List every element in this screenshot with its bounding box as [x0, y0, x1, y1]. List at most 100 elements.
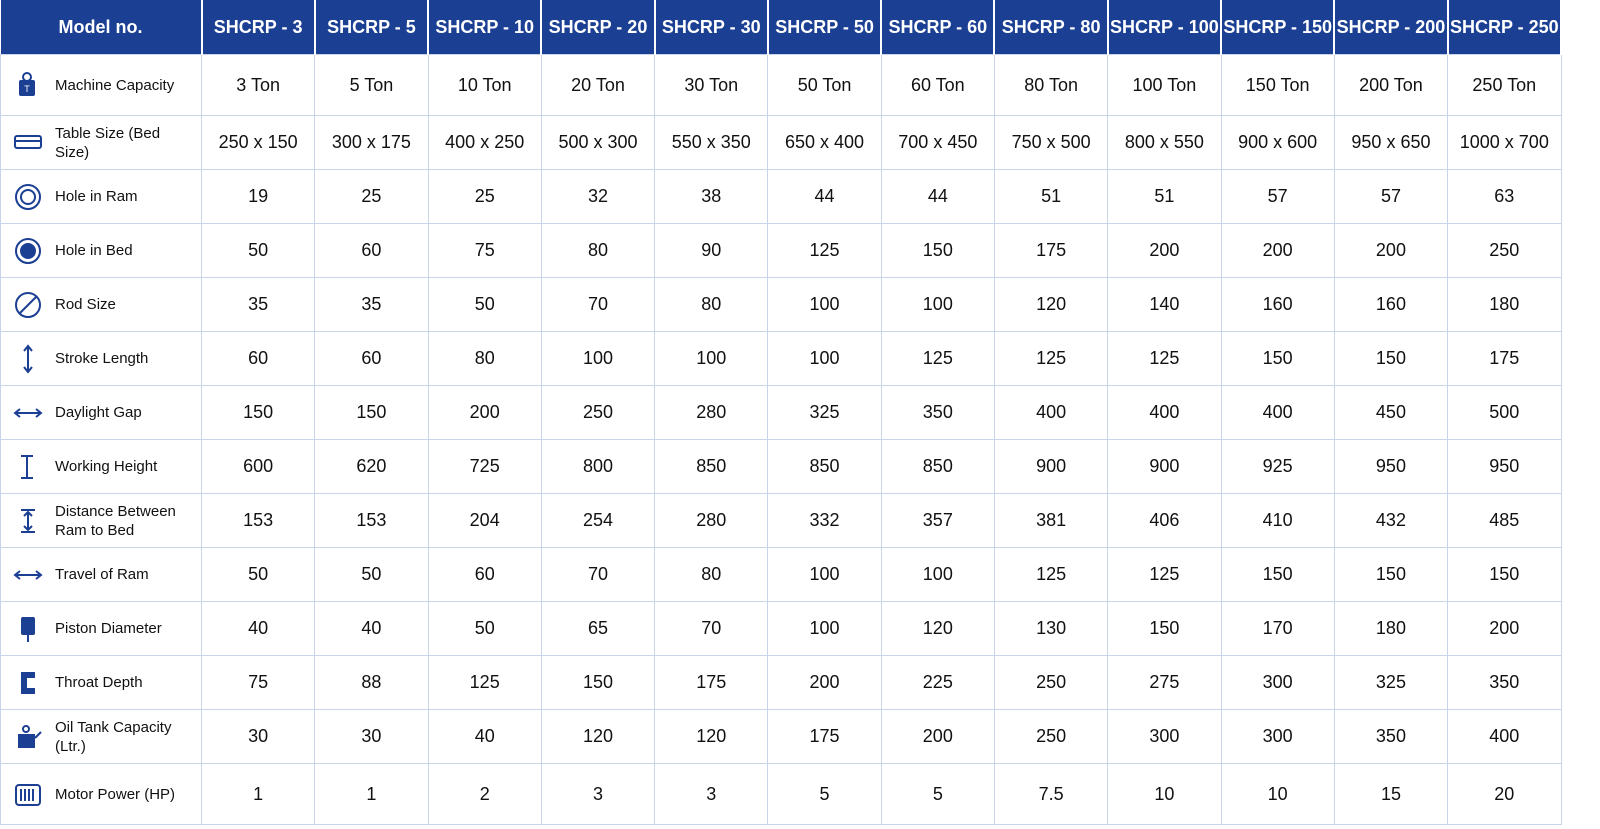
- value-cell: 175: [993, 223, 1109, 278]
- value-cell: 65: [540, 601, 656, 656]
- row-label-text: Stroke Length: [55, 350, 149, 367]
- value-cell: 3: [540, 763, 656, 825]
- value-cell: 90: [654, 223, 769, 278]
- value-cell: 7.5: [993, 763, 1109, 825]
- header-cell: SHCRP - 250: [1447, 0, 1563, 55]
- value-cell: 300 x 175: [314, 115, 429, 170]
- row-label-cell: T Machine Capacity: [0, 54, 202, 116]
- row-label: Distance Between Ram to Bed: [1, 502, 201, 540]
- value-cell: 1: [314, 763, 429, 825]
- row-label: T Machine Capacity: [1, 70, 201, 100]
- value-cell: 200: [1333, 223, 1449, 278]
- row-label: Working Height: [1, 452, 201, 482]
- value-cell: 400: [1107, 385, 1222, 440]
- spec-table: Model no. SHCRP - 3 SHCRP - 5 SHCRP - 10 SHC…: [0, 0, 1563, 825]
- row-label-cell: Piston Diameter: [0, 601, 202, 656]
- value-cell: 140: [1107, 277, 1222, 332]
- value-cell: 200: [1107, 223, 1222, 278]
- value-cell: 125: [767, 223, 882, 278]
- row-label-cell: Distance Between Ram to Bed: [0, 493, 202, 548]
- value-cell: 80 Ton: [993, 54, 1109, 116]
- row-label-cell: Working Height: [0, 439, 202, 494]
- row-icon: [15, 183, 41, 210]
- row-label: Motor Power (HP): [1, 779, 201, 809]
- header-cell: SHCRP - 30: [654, 0, 769, 55]
- row-label-cell: Throat Depth: [0, 655, 202, 710]
- row-label-text: Working Height: [55, 458, 158, 475]
- value-cell: 60: [314, 331, 429, 386]
- row-label: Hole in Bed: [1, 236, 201, 266]
- value-cell: 325: [1333, 655, 1449, 710]
- value-cell: 250: [993, 655, 1109, 710]
- row-icon: T: [19, 72, 35, 96]
- row-label: Piston Diameter: [1, 614, 201, 644]
- value-cell: 100: [880, 547, 995, 602]
- value-cell: 300: [1107, 709, 1222, 764]
- row-label-text: Hole in Ram: [55, 188, 138, 205]
- value-cell: 125: [427, 655, 542, 710]
- value-cell: 130: [993, 601, 1109, 656]
- value-cell: 900 x 600: [1220, 115, 1335, 170]
- row-label: Hole in Ram: [1, 182, 201, 212]
- row-icon: [23, 343, 33, 374]
- row-label-cell: Travel of Ram: [0, 547, 202, 602]
- value-cell: 5: [880, 763, 995, 825]
- value-cell: 350: [1333, 709, 1449, 764]
- value-cell: 70: [540, 547, 656, 602]
- value-cell: 175: [654, 655, 769, 710]
- value-cell: 70: [540, 277, 656, 332]
- value-cell: 100: [540, 331, 656, 386]
- row-label: Oil Tank Capacity (Ltr.): [1, 718, 201, 756]
- row-label-cell: Hole in Bed: [0, 223, 202, 278]
- header-cell: SHCRP - 150: [1221, 0, 1336, 55]
- value-cell: 50 Ton: [767, 54, 882, 116]
- value-cell: 700 x 450: [880, 115, 995, 170]
- svg-text:T: T: [24, 84, 30, 94]
- value-cell: 800: [540, 439, 656, 494]
- spec-row: T Machine Capacity 3 Ton 5 Ton 10 Ton 20 Ton 3…: [0, 54, 1562, 116]
- value-cell: 800 x 550: [1107, 115, 1222, 170]
- value-cell: 38: [654, 169, 769, 224]
- value-cell: 250 x 150: [200, 115, 316, 170]
- value-cell: 60 Ton: [880, 54, 995, 116]
- row-label: Travel of Ram: [1, 560, 201, 590]
- spec-row: Piston Diameter 40 40 50 65 70 100 120 130 150 170…: [0, 601, 1562, 656]
- value-cell: 153: [200, 493, 316, 548]
- value-cell: 170: [1220, 601, 1335, 656]
- value-cell: 10: [1220, 763, 1335, 825]
- value-cell: 250 Ton: [1447, 54, 1562, 116]
- row-label-text: Table Size (Bed Size): [55, 124, 161, 161]
- value-cell: 485: [1447, 493, 1562, 548]
- row-label: Stroke Length: [1, 343, 201, 374]
- value-cell: 357: [880, 493, 995, 548]
- value-cell: 175: [1447, 331, 1562, 386]
- value-cell: 200: [880, 709, 995, 764]
- value-cell: 32: [540, 169, 656, 224]
- row-label-text: Hole in Bed: [55, 242, 133, 259]
- value-cell: 432: [1333, 493, 1449, 548]
- row-label-cell: Stroke Length: [0, 331, 202, 386]
- spec-row: Daylight Gap 150 150 200 250 280 325 350 400 400 4…: [0, 385, 1562, 440]
- value-cell: 2: [427, 763, 542, 825]
- value-cell: 15: [1333, 763, 1449, 825]
- row-label-text: Distance Between Ram to Bed: [55, 502, 176, 539]
- value-cell: 160: [1333, 277, 1449, 332]
- value-cell: 35: [314, 277, 429, 332]
- value-cell: 254: [540, 493, 656, 548]
- value-cell: 35: [200, 277, 316, 332]
- row-label-cell: Rod Size: [0, 277, 202, 332]
- value-cell: 250: [540, 385, 656, 440]
- value-cell: 125: [880, 331, 995, 386]
- value-cell: 900: [993, 439, 1109, 494]
- row-icon: [15, 291, 41, 318]
- value-cell: 75: [200, 655, 316, 710]
- value-cell: 332: [767, 493, 882, 548]
- value-cell: 150: [540, 655, 656, 710]
- value-cell: 1000 x 700: [1447, 115, 1562, 170]
- row-label-text: Daylight Gap: [55, 404, 142, 421]
- value-cell: 80: [654, 277, 769, 332]
- value-cell: 200: [1220, 223, 1335, 278]
- value-cell: 725: [427, 439, 542, 494]
- value-cell: 900: [1107, 439, 1222, 494]
- value-cell: 280: [654, 493, 769, 548]
